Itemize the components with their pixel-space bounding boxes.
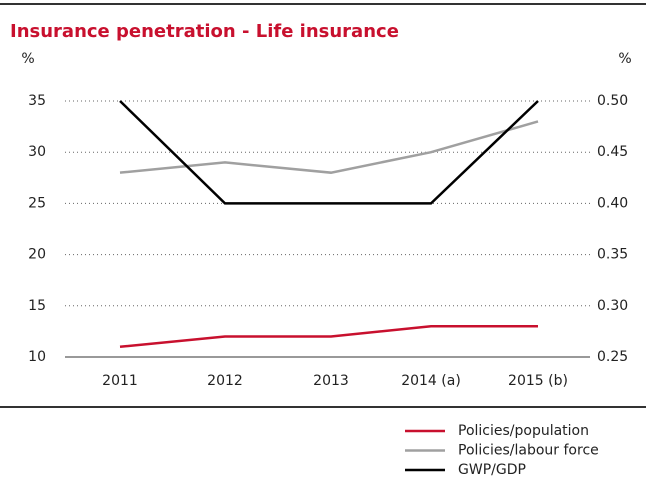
series-line [119, 325, 538, 349]
legend-label: GWP/GDP [458, 462, 526, 478]
y2-axis-label: % [618, 51, 631, 67]
x-tick-label: 2012 [207, 373, 243, 389]
legend-label: Policies/population [458, 423, 589, 439]
x-tick-label: 2014 (a) [401, 373, 461, 389]
y2-tick-label: 0.35 [597, 247, 628, 263]
y-tick-label: 25 [28, 195, 46, 211]
y2-tick-label: 0.40 [597, 195, 628, 211]
y-tick-label: 20 [28, 247, 46, 263]
series-line [119, 120, 539, 174]
y2-tick-label: 0.45 [597, 144, 628, 160]
x-tick-label: 2015 (b) [508, 373, 568, 389]
y2-tick-label: 0.50 [597, 93, 628, 109]
y-tick-label: 15 [28, 298, 46, 314]
y-tick-label: 30 [28, 144, 46, 160]
legend-label: Policies/labour force [458, 443, 599, 459]
y2-tick-label: 0.25 [597, 349, 628, 365]
y2-tick-label: 0.30 [597, 298, 628, 314]
x-tick-label: 2013 [313, 373, 349, 389]
y-tick-label: 35 [28, 93, 46, 109]
series-line [119, 100, 539, 205]
chart-title: Insurance penetration - Life insurance [10, 21, 399, 42]
y-axis-label: % [21, 51, 34, 67]
x-tick-label: 2011 [102, 373, 138, 389]
y-tick-label: 10 [28, 349, 46, 365]
